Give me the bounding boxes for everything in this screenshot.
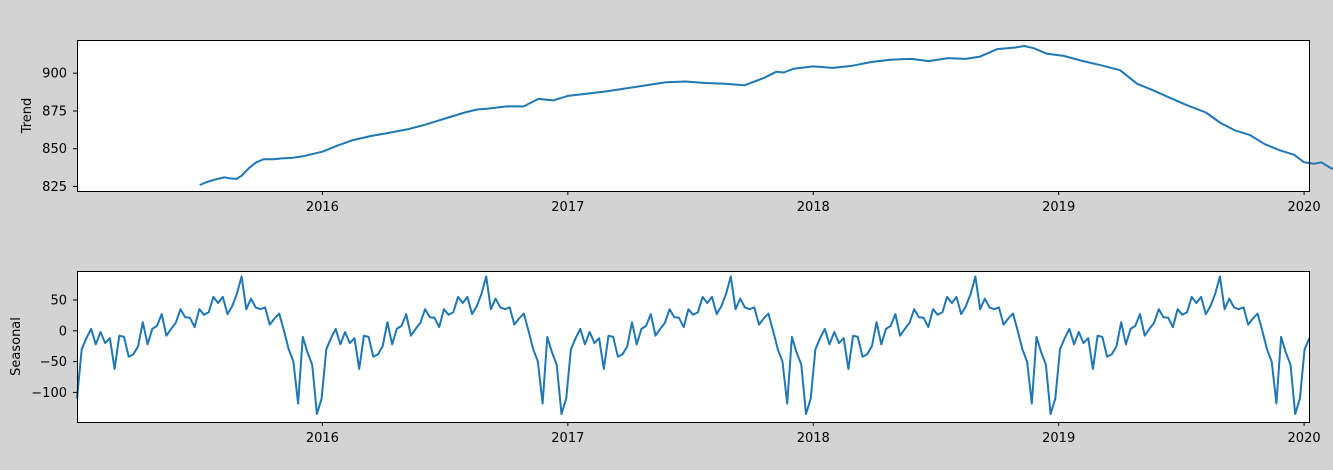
trend-y-tick-label-900: 900 [42, 67, 67, 82]
trend-axes-background [77, 40, 1309, 191]
trend-y-tick-label-875: 875 [42, 104, 67, 119]
trend-ticks: 2016 2017 2018 2019 2020 825 850 875 900 [42, 67, 1320, 215]
trend-x-tick-label-2020: 2020 [1288, 200, 1321, 215]
seasonal-x-tick-label-2018: 2018 [797, 431, 830, 446]
seasonal-y-axis-label: Seasonal [9, 317, 24, 376]
seasonal-series-line [76, 275, 1311, 415]
seasonal-axes-frame [77, 271, 1310, 423]
seasonal-ticks: 2016 2017 2018 2019 2020 −100 −50 0 50 [31, 293, 1320, 446]
trend-y-axis-label: Trend [20, 98, 35, 135]
trend-series-line [199, 45, 1333, 186]
trend-x-tick-label-2017: 2017 [551, 200, 584, 215]
seasonal-y-tick-label--50: −50 [40, 355, 67, 370]
seasonal-y-tick-label--100: −100 [31, 386, 67, 401]
seasonal-panel: 2016 2017 2018 2019 2020 −100 −50 0 50 Seasonal [9, 271, 1321, 446]
trend-y-tick-label-850: 850 [42, 142, 67, 157]
trend-panel: 2016 2017 2018 2019 2020 825 850 875 900 Trend [20, 40, 1333, 215]
trend-axes-frame [77, 40, 1310, 192]
seasonal-x-tick-label-2017: 2017 [551, 431, 584, 446]
seasonal-y-tick-label-0: 0 [59, 324, 67, 339]
trend-x-tick-label-2018: 2018 [797, 200, 830, 215]
seasonal-axes-background [77, 271, 1309, 422]
trend-y-tick-label-825: 825 [42, 180, 67, 195]
seasonal-x-tick-label-2016: 2016 [306, 431, 339, 446]
trend-x-tick-label-2019: 2019 [1042, 200, 1075, 215]
trend-x-tick-label-2016: 2016 [306, 200, 339, 215]
seasonal-y-tick-label-50: 50 [50, 293, 67, 308]
seasonal-x-tick-label-2019: 2019 [1042, 431, 1075, 446]
seasonal-x-tick-label-2020: 2020 [1288, 431, 1321, 446]
